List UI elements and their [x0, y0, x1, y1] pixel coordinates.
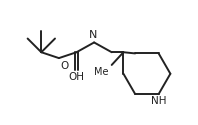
Text: O: O — [60, 61, 68, 71]
Text: N: N — [89, 30, 97, 40]
Text: NH: NH — [151, 96, 166, 106]
Text: Me: Me — [94, 67, 109, 77]
Text: OH: OH — [69, 72, 85, 82]
